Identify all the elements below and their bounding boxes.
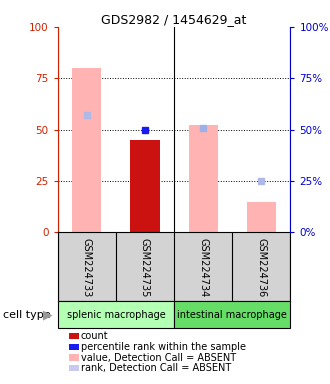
Text: splenic macrophage: splenic macrophage — [67, 310, 165, 320]
Text: value, Detection Call = ABSENT: value, Detection Call = ABSENT — [81, 353, 236, 362]
Text: rank, Detection Call = ABSENT: rank, Detection Call = ABSENT — [81, 363, 231, 373]
Bar — [189, 126, 218, 232]
Bar — [58, 301, 174, 328]
Text: GSM224736: GSM224736 — [256, 238, 266, 297]
Text: cell type: cell type — [3, 310, 51, 320]
Text: percentile rank within the sample: percentile rank within the sample — [81, 342, 246, 352]
Text: GSM224735: GSM224735 — [140, 238, 150, 297]
Bar — [130, 140, 159, 232]
Text: ▶: ▶ — [43, 308, 53, 321]
Bar — [247, 202, 276, 232]
Text: intestinal macrophage: intestinal macrophage — [177, 310, 287, 320]
Bar — [174, 301, 290, 328]
Text: count: count — [81, 331, 109, 341]
Text: GSM224734: GSM224734 — [198, 238, 208, 297]
Bar — [72, 68, 101, 232]
Title: GDS2982 / 1454629_at: GDS2982 / 1454629_at — [101, 13, 247, 26]
Text: GSM224733: GSM224733 — [82, 238, 92, 297]
